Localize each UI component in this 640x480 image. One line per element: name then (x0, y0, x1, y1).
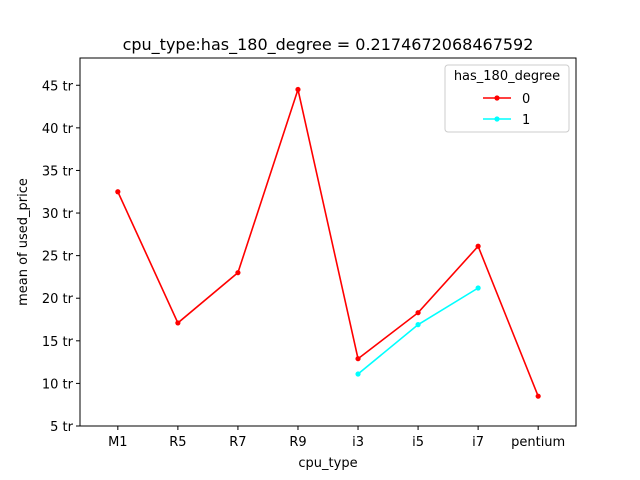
y-tick-label: 45 tr (42, 79, 74, 94)
legend-marker (494, 116, 500, 122)
legend-entries: 01 (483, 92, 530, 128)
data-point (415, 322, 421, 328)
legend-label: 1 (522, 113, 530, 128)
y-tick-label: 15 tr (42, 335, 74, 350)
x-tick-label: i5 (412, 435, 424, 450)
y-tick-label: 40 tr (42, 122, 74, 137)
series-1 (355, 285, 481, 377)
x-tick-label: i7 (472, 435, 484, 450)
legend-marker (494, 95, 500, 101)
x-tick-label: i3 (352, 435, 364, 450)
y-tick-label: 30 tr (42, 207, 74, 222)
x-tick-label: R7 (229, 435, 246, 450)
data-point (295, 86, 301, 93)
legend-title: has_180_degree (454, 69, 560, 84)
series-line (357, 287, 479, 375)
data-point (415, 310, 421, 316)
data-point (475, 243, 481, 249)
legend: has_180_degree 01 (444, 64, 570, 133)
x-axis-title: cpu_type (298, 456, 357, 471)
data-point (235, 270, 241, 276)
data-point (115, 189, 121, 195)
y-axis: 5 tr 10 tr 15 tr 20 tr 25 tr 30 tr 35 tr 40 tr 4… (42, 79, 80, 435)
x-axis: M1 R5 R7 R9 i3 i5 i7 pentium (108, 426, 565, 450)
x-tick-label: R9 (289, 435, 306, 450)
y-tick-label: 25 tr (42, 250, 74, 265)
legend-label: 0 (522, 92, 530, 107)
data-point (475, 285, 481, 291)
plot-area (79, 57, 577, 427)
x-tick-label: M1 (108, 435, 128, 450)
series-layer (115, 86, 541, 399)
data-point (355, 371, 361, 377)
data-point (175, 320, 181, 326)
y-tick-label: 10 tr (42, 377, 74, 392)
data-point (535, 393, 541, 399)
series-line (117, 86, 539, 397)
x-tick-label: R5 (169, 435, 186, 450)
chart-title: cpu_type:has_180_degree = 0.217467206846… (123, 35, 534, 55)
data-point (355, 356, 361, 362)
y-tick-label: 5 tr (50, 420, 74, 435)
y-axis-title: mean of used_price (16, 178, 31, 306)
y-tick-label: 35 tr (42, 164, 74, 179)
x-tick-label: pentium (511, 435, 565, 450)
y-tick-label: 20 tr (42, 292, 74, 307)
series-0 (115, 86, 541, 399)
